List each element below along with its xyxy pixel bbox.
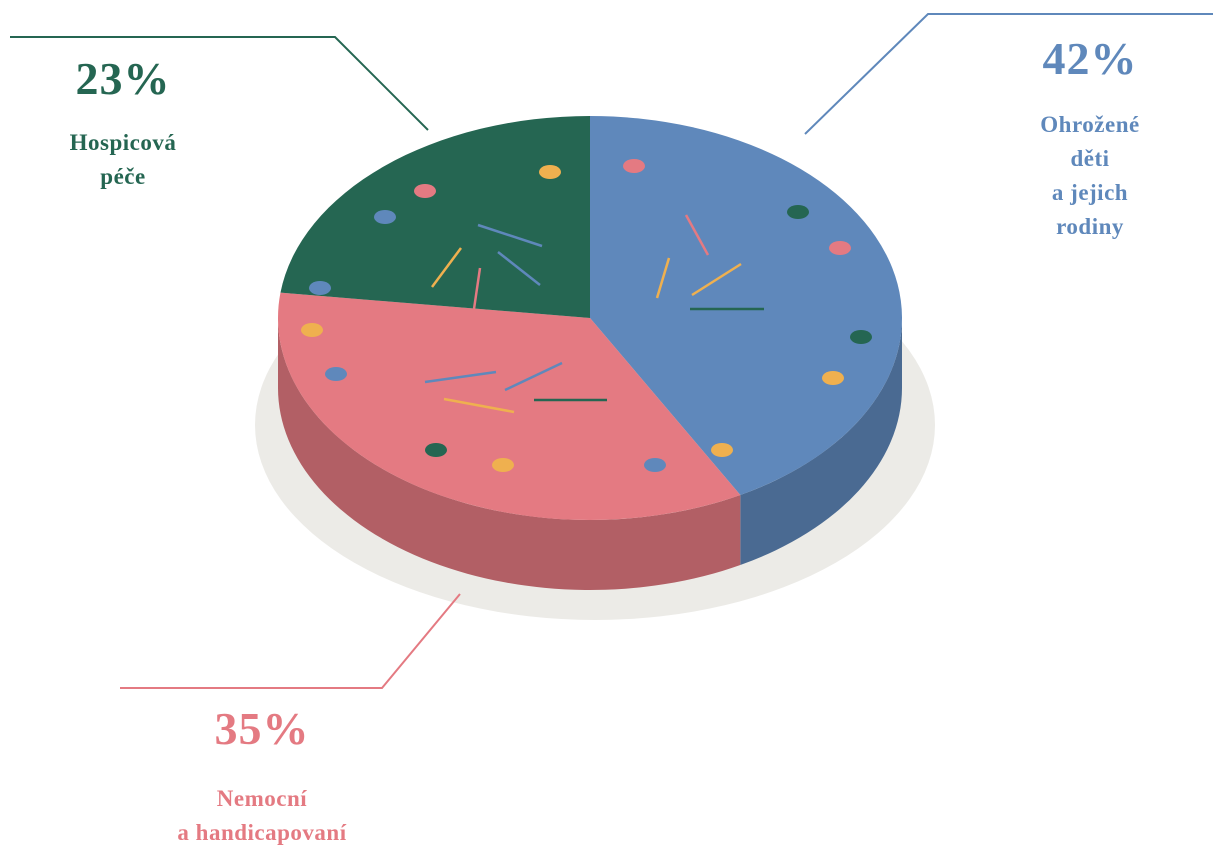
data-label: 42% <box>1042 33 1138 84</box>
data-label: 35% <box>214 703 310 754</box>
category-label: Hospicová péče <box>69 130 177 189</box>
slice <box>277 292 741 521</box>
slice-side <box>278 318 741 591</box>
leader-lines <box>10 13 1213 689</box>
sprinkles <box>301 159 872 472</box>
slice <box>590 116 903 496</box>
data-label: 23% <box>75 53 171 104</box>
slice-side <box>740 318 903 566</box>
slice <box>280 116 590 318</box>
category-label: Nemocní a handicapovaní <box>177 786 347 845</box>
category-label: Ohrožené děti a jejich rodiny <box>1040 112 1140 239</box>
